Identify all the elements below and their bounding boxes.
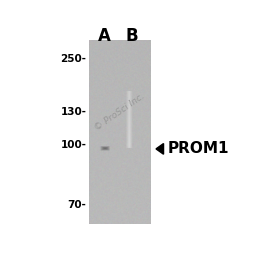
Text: B: B <box>126 27 138 45</box>
Text: 250-: 250- <box>61 55 87 64</box>
Text: 130-: 130- <box>61 107 87 117</box>
Text: © ProSci Inc.: © ProSci Inc. <box>93 91 146 132</box>
Text: 100-: 100- <box>61 140 87 150</box>
Polygon shape <box>156 144 164 154</box>
Text: A: A <box>98 27 111 45</box>
Text: PROM1: PROM1 <box>167 141 229 156</box>
Text: 70-: 70- <box>68 200 87 210</box>
